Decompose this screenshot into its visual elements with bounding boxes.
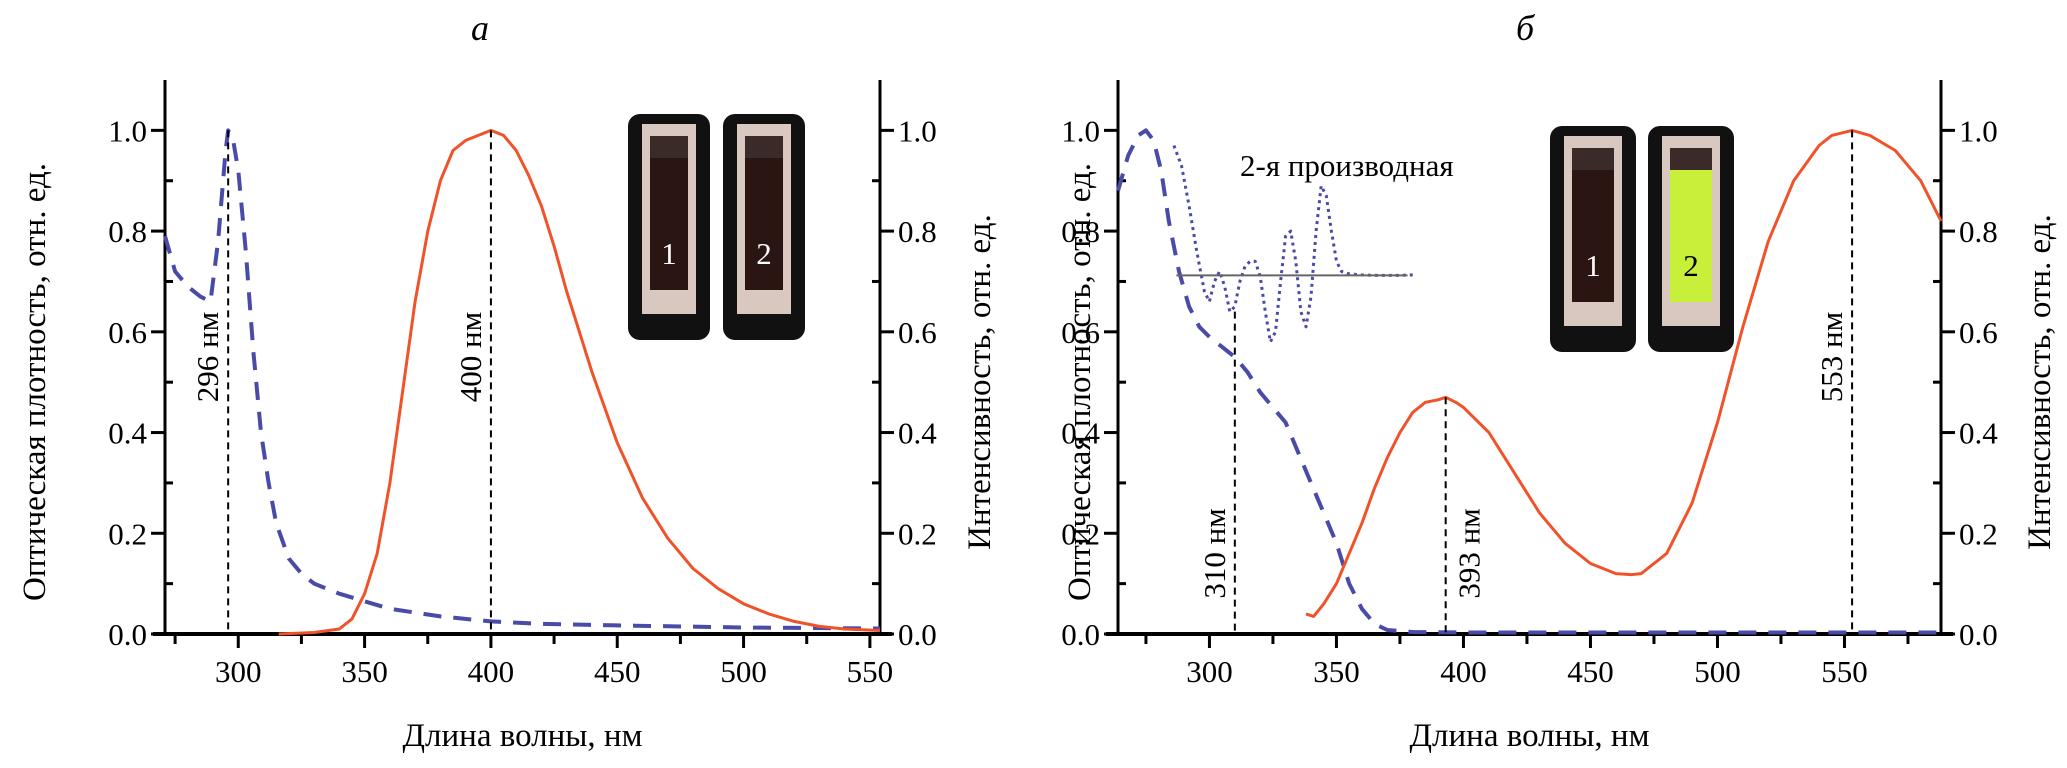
peak-label: 393 нм — [1452, 508, 1487, 598]
y-tick-label-right: 1.0 — [898, 113, 937, 148]
panel-label: б — [1516, 8, 1536, 48]
series-absorption — [163, 128, 881, 631]
x-tick-label: 450 — [594, 654, 641, 689]
y-axis-title-left: Оптическая плотность, отн. ед. — [17, 163, 53, 601]
peak-label: 296 нм — [190, 312, 225, 402]
x-tick-label: 350 — [1313, 654, 1360, 689]
peak-label: 400 нм — [453, 312, 488, 402]
y-tick-label-left: 1.0 — [1061, 113, 1100, 148]
y-tick-label-left: 0.8 — [1061, 214, 1100, 249]
y-axis-title-right: Интенсивность, отн. ед. — [962, 214, 998, 550]
y-tick-label-left: 0.8 — [108, 214, 147, 249]
y-tick-label-right: 0.8 — [898, 214, 937, 249]
y-axis-title-left: Оптическая плотность, отн. ед. — [1062, 163, 1098, 601]
x-tick-label: 550 — [1821, 654, 1868, 689]
y-tick-label-right: 0.2 — [898, 516, 937, 551]
series-absorption — [1116, 128, 1941, 635]
y-tick-label-right: 0.4 — [1959, 416, 1998, 451]
series-emission — [1305, 128, 1943, 618]
y-tick-label-right: 1.0 — [1959, 113, 1998, 148]
cuvette-top — [1572, 148, 1614, 170]
cuvette-number: 1 — [1585, 248, 1601, 283]
panel-a: а 1 2 0.0 0.0 0.2 0.2 0.4 0.4 0.6 0.6 0.8 0.8 1.0 1.0 3… — [17, 8, 998, 754]
y-tick-label-left: 0.6 — [1061, 315, 1100, 350]
cuvette-photo-2: 2 — [1648, 126, 1734, 352]
y-tick-label-left: 1.0 — [108, 113, 147, 148]
y-tick-label-right: 0.2 — [1959, 516, 1998, 551]
series-second_derivative — [1172, 144, 1413, 344]
x-tick-label: 400 — [468, 654, 515, 689]
cuvette-liquid — [1572, 166, 1614, 302]
y-tick-label-right: 0.0 — [898, 617, 937, 652]
x-tick-label: 550 — [847, 654, 894, 689]
y-tick-label-left: 0.4 — [108, 416, 147, 451]
x-tick-label: 450 — [1567, 654, 1614, 689]
cuvette-top — [1670, 148, 1712, 170]
peak-label: 310 нм — [1197, 508, 1232, 598]
panel-label: а — [471, 8, 489, 48]
x-tick-label: 350 — [341, 654, 388, 689]
y-tick-label-right: 0.8 — [1959, 214, 1998, 249]
y-tick-label-right: 0.0 — [1959, 617, 1998, 652]
y-tick-label-left: 0.6 — [108, 315, 147, 350]
x-axis-title: Длина волны, нм — [1410, 718, 1650, 754]
y-tick-label-left: 0.4 — [1061, 416, 1100, 451]
panel-b: б 1 2 0.0 0.0 0.2 0.2 0.4 0.4 0.6 0.6 0.8 0.8 1.0 1.0 3… — [1061, 8, 2058, 754]
x-tick-label: 400 — [1440, 654, 1487, 689]
x-tick-label: 500 — [1694, 654, 1741, 689]
y-tick-label-left: 0.2 — [108, 516, 147, 551]
y-axis-title-right: Интенсивность, отн. ед. — [2022, 214, 2058, 550]
cuvette-liquid — [1670, 166, 1712, 302]
y-tick-label-left: 0.0 — [108, 617, 147, 652]
cuvette-photo-1: 1 — [1550, 126, 1636, 352]
cuvette-top — [650, 136, 688, 158]
cuvette-liquid — [650, 154, 688, 290]
y-tick-label-right: 0.6 — [898, 315, 937, 350]
cuvette-top — [745, 136, 783, 158]
derivative-label: 2-я производная — [1240, 148, 1454, 183]
cuvette-photo-2: 2 — [723, 114, 805, 340]
y-tick-label-left: 0.2 — [1061, 516, 1100, 551]
x-tick-label: 300 — [1186, 654, 1233, 689]
x-tick-label: 300 — [215, 654, 262, 689]
series-emission — [278, 128, 881, 636]
cuvette-number: 2 — [756, 236, 772, 271]
y-tick-label-right: 0.4 — [898, 416, 937, 451]
peak-label: 553 нм — [1814, 312, 1849, 402]
cuvette-number: 2 — [1683, 248, 1699, 283]
x-axis-title: Длина волны, нм — [403, 718, 643, 754]
cuvette-number: 1 — [661, 236, 677, 271]
x-tick-label: 500 — [720, 654, 767, 689]
cuvette-photo-1: 1 — [628, 114, 710, 340]
cuvette-liquid — [745, 154, 783, 290]
y-tick-label-left: 0.0 — [1061, 617, 1100, 652]
y-tick-label-right: 0.6 — [1959, 315, 1998, 350]
